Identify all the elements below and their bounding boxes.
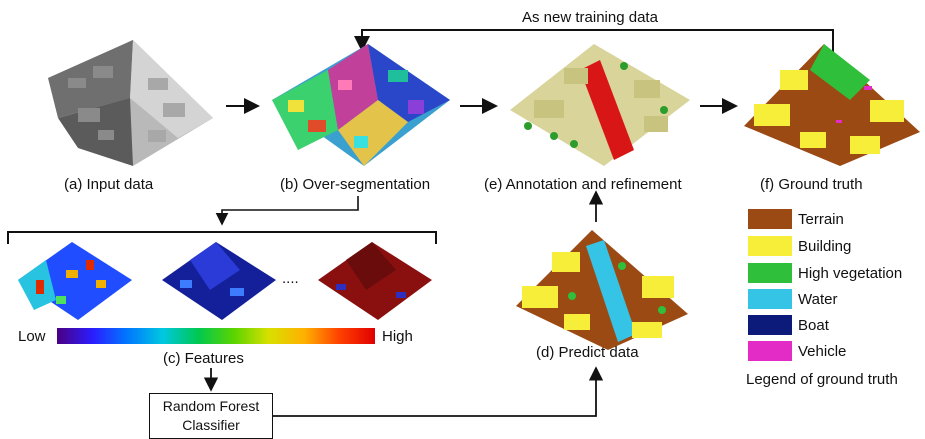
feature-color-scale <box>57 328 375 344</box>
legend-label: Building <box>798 237 852 255</box>
caption-features: (c) Features <box>163 350 244 367</box>
legend-label: Water <box>798 290 838 308</box>
scale-low-label: Low <box>18 328 46 345</box>
legend-item-boat: Boat <box>748 315 829 335</box>
random-forest-classifier-box: Random Forest Classifier <box>149 393 273 439</box>
legend-swatch-terrain <box>748 209 792 229</box>
feature-image-2 <box>162 242 276 320</box>
feature-image-3 <box>318 242 432 320</box>
annotation-image <box>510 44 690 166</box>
feedback-label: As new training data <box>522 9 658 26</box>
legend-item-high-vegetation: High vegetation <box>748 263 902 283</box>
input-data-image <box>48 40 213 166</box>
features-brace <box>7 231 437 244</box>
caption-ground-truth: (f) Ground truth <box>760 176 863 193</box>
ground-truth-image <box>744 44 920 166</box>
feedback-arrow <box>354 29 834 58</box>
legend-swatch-water <box>748 289 792 309</box>
feature-image-1 <box>18 242 132 320</box>
caption-annotation-refinement: (e) Annotation and refinement <box>484 176 682 193</box>
features-ellipsis: .... <box>282 270 299 287</box>
legend-title: Legend of ground truth <box>746 371 898 388</box>
caption-predict-data: (d) Predict data <box>536 344 639 361</box>
scale-high-label: High <box>382 328 413 345</box>
predict-data-image <box>516 230 688 350</box>
legend-swatch-high-vegetation <box>748 263 792 283</box>
legend-swatch-boat <box>748 315 792 335</box>
legend-label: Terrain <box>798 210 844 228</box>
legend-item-water: Water <box>748 289 837 309</box>
classifier-line-1: Random Forest <box>162 398 260 414</box>
classifier-line-2: Classifier <box>182 417 240 433</box>
legend-item-vehicle: Vehicle <box>748 341 846 361</box>
arrow-b-to-features <box>215 196 359 226</box>
legend-label: Vehicle <box>798 342 847 360</box>
legend-item-terrain: Terrain <box>748 209 844 229</box>
legend-label: Boat <box>798 316 829 334</box>
over-segmentation-image <box>272 44 450 166</box>
caption-over-segmentation: (b) Over-segmentation <box>280 176 431 193</box>
legend-swatch-building <box>748 236 792 256</box>
legend-item-building: Building <box>748 236 851 256</box>
legend-label: High vegetation <box>798 264 903 282</box>
legend-swatch-vehicle <box>748 341 792 361</box>
arrow-classifier-to-predict <box>273 366 604 417</box>
caption-input-data: (a) Input data <box>64 176 154 193</box>
